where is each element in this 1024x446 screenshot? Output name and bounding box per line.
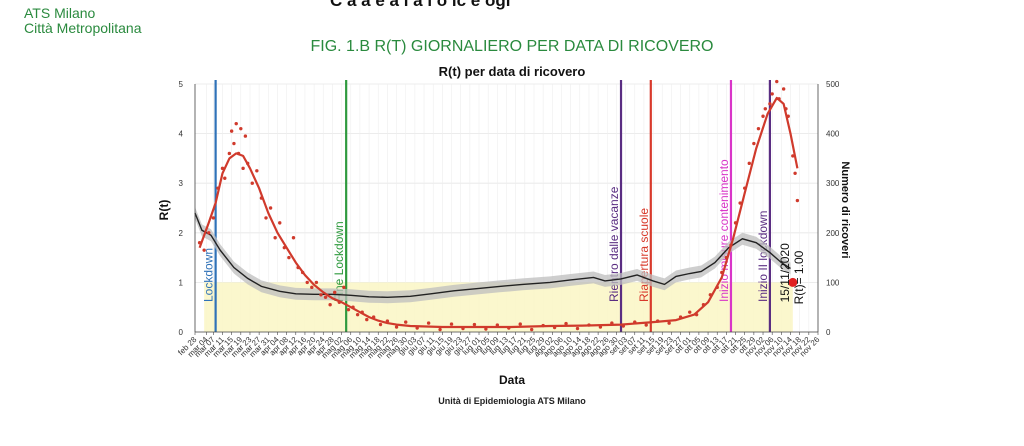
- figure-title: FIG. 1.B R(T) GIORNALIERO PER DATA DI RI…: [310, 38, 714, 55]
- y-axis-right-label: Numero di ricoveri: [839, 161, 851, 258]
- rt-scatter-point: [342, 285, 346, 290]
- rt-scatter-point: [234, 121, 238, 126]
- y-tick-label: 1: [179, 278, 184, 287]
- rt-scatter-point: [229, 129, 234, 133]
- rt-scatter-point: [775, 79, 779, 84]
- y-axis-label: R(t): [157, 200, 171, 221]
- event-label: Riapertura scuole: [637, 208, 651, 302]
- event-label: Inizio misure contenimento: [717, 159, 731, 302]
- rt-scatter-point: [278, 221, 282, 225]
- rt-scatter-point: [438, 327, 442, 332]
- cropped-page-heading: C a a e a i a i o ic e ogi: [330, 0, 511, 10]
- rt-scatter-point: [768, 102, 772, 106]
- rt-scatter-point: [756, 126, 761, 131]
- rt-scatter-point: [394, 325, 399, 329]
- y-tick-label: 3: [179, 179, 184, 188]
- annotation: 15/11/2020 R(t)= 1.00: [778, 243, 806, 304]
- rt-scatter-point: [575, 326, 580, 331]
- rt-scatter-point: [310, 285, 314, 290]
- rt-scatter-point: [426, 321, 431, 325]
- rt-scatter-point: [202, 248, 206, 252]
- rt-scatter-point: [781, 87, 786, 91]
- event-label: Inizio II lockdown: [756, 211, 770, 302]
- rt-scatter-point: [319, 293, 323, 297]
- rt-scatter-point: [518, 322, 522, 326]
- org-name: ATS Milano: [24, 5, 96, 21]
- rt-scatter-point: [314, 280, 319, 285]
- series-group: [194, 79, 800, 332]
- y-tick-label: 5: [179, 80, 184, 89]
- y-right-tick-label: 100: [826, 278, 840, 287]
- rt-scatter-point: [529, 327, 534, 332]
- event-label: Rientro dalle vacanze: [607, 186, 621, 302]
- chart-caption: Unità di Epidemiologia ATS Milano: [438, 396, 586, 406]
- rt-scatter-point: [273, 236, 277, 240]
- annotation-date: 15/11/2020: [778, 243, 792, 302]
- rt-scatter-point: [484, 327, 488, 331]
- rt-scatter-point: [211, 216, 216, 220]
- y-right-tick-label: 300: [826, 179, 840, 188]
- rt-scatter-point: [688, 310, 692, 314]
- y-right-tick-label: 400: [826, 130, 840, 139]
- rt-scatter-point: [793, 171, 797, 175]
- rt-scatter-point: [264, 216, 268, 220]
- y-tick-label: 0: [179, 328, 184, 337]
- rt-scatter-point: [752, 141, 756, 146]
- rt-scatter-point: [404, 320, 408, 324]
- rt-scatter-point: [365, 317, 369, 322]
- rt-scatter-point: [323, 295, 328, 299]
- rt-scatter-point: [250, 181, 254, 185]
- rt-smoothed-line: [198, 96, 799, 329]
- rt-scatter-point: [378, 322, 383, 327]
- rt-scatter-point: [227, 151, 232, 156]
- rt-scatter-point: [644, 323, 648, 327]
- rt-scatter-point: [305, 280, 309, 285]
- rt-scatter-point: [243, 134, 248, 138]
- rt-scatter-point: [472, 322, 477, 327]
- rt-scatter-point: [287, 255, 291, 260]
- rt-scatter-point: [667, 321, 671, 325]
- rt-scatter-point: [564, 321, 568, 326]
- rt-scatter-point: [241, 166, 245, 171]
- rt-scatter-point: [346, 307, 351, 312]
- rt-scatter-point: [239, 126, 243, 131]
- rt-scatter-point: [763, 107, 768, 111]
- event-lines: Lockdown Fine Lockdown Rientro dalle vacan…: [202, 80, 772, 332]
- rt-scatter-point: [747, 161, 751, 166]
- rt-scatter-point: [761, 114, 765, 118]
- y-right-tick-label: 500: [826, 80, 840, 89]
- current-rt-point: [788, 277, 798, 287]
- rt-scatter-point: [449, 322, 454, 326]
- rt-scatter-point: [795, 198, 800, 203]
- y-right-tick-label: 0: [826, 328, 831, 337]
- organization-logo-text: ATS Milano Città Metropolitana: [24, 6, 142, 36]
- y-tick-label: 4: [179, 130, 184, 139]
- rt-scatter-point: [355, 312, 360, 317]
- rt-scatter-point: [255, 169, 259, 173]
- x-axis-label: Data: [499, 373, 525, 387]
- rt-scatter-point: [770, 92, 774, 96]
- chart-title: R(t) per data di ricovero: [439, 64, 586, 79]
- event-label: Lockdown: [202, 248, 216, 302]
- rt-scatter-point: [333, 290, 337, 295]
- rt-scatter-point: [207, 231, 211, 235]
- rt-scatter-point: [268, 206, 273, 210]
- rt-scatter-point: [291, 236, 296, 240]
- rt-scatter-point: [328, 303, 332, 307]
- ricoveri-series-line: [194, 212, 791, 299]
- ricoveri-confidence-band: [195, 207, 791, 304]
- event-label: Fine Lockdown: [332, 221, 346, 302]
- rt-scatter-point: [223, 176, 227, 180]
- y-tick-label: 2: [179, 229, 184, 238]
- annotation-value: R(t)= 1.00: [792, 250, 806, 304]
- rt-scatter-point: [232, 141, 236, 146]
- org-subtitle: Città Metropolitana: [24, 20, 142, 36]
- y-right-tick-label: 200: [826, 229, 840, 238]
